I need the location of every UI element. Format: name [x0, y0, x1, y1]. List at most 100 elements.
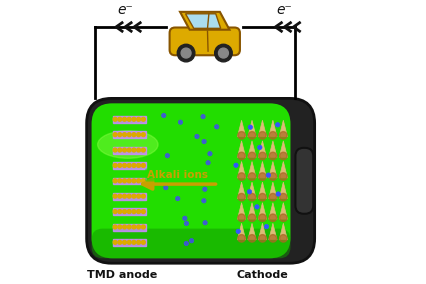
- Circle shape: [269, 214, 276, 222]
- Polygon shape: [269, 141, 277, 157]
- Circle shape: [113, 194, 117, 198]
- Circle shape: [137, 164, 141, 167]
- Circle shape: [137, 210, 141, 214]
- Circle shape: [123, 164, 127, 167]
- Circle shape: [238, 235, 245, 242]
- Circle shape: [269, 152, 276, 160]
- Polygon shape: [248, 203, 256, 219]
- Circle shape: [269, 193, 276, 201]
- Circle shape: [132, 117, 136, 121]
- Polygon shape: [279, 182, 288, 199]
- Circle shape: [141, 164, 145, 167]
- Circle shape: [123, 133, 127, 137]
- Circle shape: [248, 235, 256, 242]
- Polygon shape: [279, 141, 288, 157]
- Bar: [113, 178, 146, 184]
- Circle shape: [127, 133, 131, 137]
- Polygon shape: [237, 161, 246, 178]
- Circle shape: [177, 44, 195, 62]
- Bar: [113, 131, 146, 138]
- Circle shape: [127, 117, 131, 121]
- Circle shape: [132, 179, 136, 183]
- Circle shape: [127, 179, 131, 183]
- Bar: [113, 239, 146, 246]
- Text: TMD anode: TMD anode: [87, 270, 158, 280]
- Polygon shape: [258, 161, 267, 178]
- Bar: [113, 208, 146, 215]
- Circle shape: [236, 229, 240, 233]
- Polygon shape: [258, 182, 267, 199]
- Polygon shape: [269, 161, 277, 178]
- Circle shape: [255, 205, 259, 209]
- Circle shape: [127, 164, 131, 167]
- Polygon shape: [237, 141, 246, 157]
- Circle shape: [269, 235, 276, 242]
- Polygon shape: [237, 182, 246, 199]
- Circle shape: [276, 192, 280, 196]
- Circle shape: [113, 148, 117, 152]
- Circle shape: [238, 173, 245, 180]
- Circle shape: [113, 164, 117, 167]
- Circle shape: [118, 179, 122, 183]
- Polygon shape: [237, 203, 246, 219]
- Circle shape: [132, 210, 136, 214]
- Circle shape: [184, 221, 189, 226]
- Text: e⁻: e⁻: [276, 3, 292, 17]
- Circle shape: [123, 194, 127, 198]
- Polygon shape: [237, 223, 246, 240]
- Circle shape: [190, 239, 194, 243]
- Circle shape: [123, 241, 127, 244]
- Circle shape: [132, 164, 136, 167]
- Bar: [113, 147, 146, 154]
- Polygon shape: [248, 161, 256, 178]
- Polygon shape: [248, 141, 256, 157]
- Polygon shape: [258, 203, 267, 219]
- Circle shape: [164, 185, 168, 190]
- Circle shape: [248, 131, 256, 139]
- Circle shape: [137, 179, 141, 183]
- Circle shape: [123, 148, 127, 152]
- Circle shape: [203, 221, 207, 225]
- Circle shape: [258, 145, 262, 150]
- Circle shape: [259, 173, 266, 180]
- Polygon shape: [279, 203, 288, 219]
- Circle shape: [248, 214, 256, 222]
- Circle shape: [238, 193, 245, 201]
- Polygon shape: [279, 223, 288, 240]
- Circle shape: [141, 117, 145, 121]
- Circle shape: [141, 133, 145, 137]
- Circle shape: [248, 152, 256, 160]
- Polygon shape: [248, 120, 256, 137]
- Circle shape: [113, 241, 117, 244]
- Circle shape: [238, 214, 245, 222]
- Circle shape: [215, 125, 219, 129]
- Circle shape: [269, 131, 276, 139]
- Circle shape: [118, 164, 122, 167]
- Circle shape: [183, 216, 187, 220]
- Text: e⁻: e⁻: [117, 3, 133, 17]
- Circle shape: [201, 199, 206, 203]
- Circle shape: [259, 152, 266, 160]
- Circle shape: [259, 131, 266, 139]
- Circle shape: [215, 44, 232, 62]
- Circle shape: [118, 210, 122, 214]
- Circle shape: [127, 241, 131, 244]
- Polygon shape: [258, 141, 267, 157]
- Circle shape: [137, 194, 141, 198]
- Circle shape: [141, 194, 145, 198]
- Polygon shape: [248, 182, 256, 199]
- Circle shape: [113, 133, 117, 137]
- Polygon shape: [269, 203, 277, 219]
- Polygon shape: [237, 120, 246, 137]
- Circle shape: [202, 139, 206, 144]
- Circle shape: [132, 225, 136, 229]
- Circle shape: [137, 241, 141, 244]
- Circle shape: [203, 187, 207, 191]
- Circle shape: [132, 148, 136, 152]
- Circle shape: [137, 148, 141, 152]
- FancyBboxPatch shape: [295, 148, 313, 214]
- Circle shape: [141, 225, 145, 229]
- Circle shape: [113, 179, 117, 183]
- Circle shape: [201, 114, 205, 119]
- Circle shape: [238, 152, 245, 160]
